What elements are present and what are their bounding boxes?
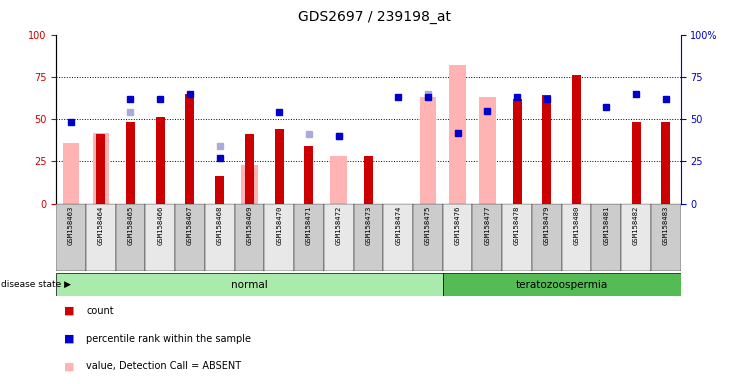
Bar: [413, 204, 443, 271]
Bar: [502, 204, 532, 271]
Bar: [186, 94, 194, 204]
Bar: [331, 156, 347, 204]
Text: percentile rank within the sample: percentile rank within the sample: [86, 334, 251, 344]
Bar: [175, 204, 205, 271]
Text: GSM158474: GSM158474: [395, 205, 401, 245]
Bar: [145, 204, 175, 271]
Bar: [450, 65, 466, 204]
Bar: [354, 204, 383, 271]
Text: GSM158482: GSM158482: [633, 205, 639, 245]
Bar: [304, 146, 313, 204]
Text: ■: ■: [64, 361, 74, 371]
Bar: [294, 204, 324, 271]
Text: GSM158468: GSM158468: [217, 205, 223, 245]
Text: GSM158475: GSM158475: [425, 205, 431, 245]
Text: GSM158483: GSM158483: [663, 205, 669, 245]
Bar: [56, 273, 443, 296]
Bar: [245, 134, 254, 204]
Text: GSM158476: GSM158476: [455, 205, 461, 245]
Bar: [443, 273, 681, 296]
Text: ■: ■: [64, 334, 74, 344]
Text: GSM158467: GSM158467: [187, 205, 193, 245]
Text: GSM158466: GSM158466: [157, 205, 163, 245]
Bar: [542, 95, 551, 204]
Text: value, Detection Call = ABSENT: value, Detection Call = ABSENT: [86, 361, 241, 371]
Text: teratozoospermia: teratozoospermia: [515, 280, 608, 290]
Bar: [156, 118, 165, 204]
Text: GSM158469: GSM158469: [246, 205, 252, 245]
Bar: [631, 122, 640, 204]
Bar: [126, 122, 135, 204]
Bar: [443, 204, 473, 271]
Bar: [512, 99, 521, 204]
Bar: [56, 204, 86, 271]
Bar: [96, 134, 105, 204]
Text: GSM158464: GSM158464: [98, 205, 104, 245]
Bar: [383, 204, 413, 271]
Bar: [562, 204, 592, 271]
Bar: [235, 204, 264, 271]
Bar: [205, 204, 235, 271]
Text: disease state ▶: disease state ▶: [1, 280, 71, 289]
Bar: [215, 177, 224, 204]
Text: GSM158478: GSM158478: [514, 205, 520, 245]
Text: count: count: [86, 306, 114, 316]
Text: GSM158481: GSM158481: [604, 205, 610, 245]
Text: GSM158465: GSM158465: [127, 205, 133, 245]
Bar: [532, 204, 562, 271]
Text: GSM158471: GSM158471: [306, 205, 312, 245]
Bar: [324, 204, 354, 271]
Bar: [264, 204, 294, 271]
Bar: [592, 204, 621, 271]
Text: GSM158480: GSM158480: [574, 205, 580, 245]
Bar: [651, 204, 681, 271]
Text: ■: ■: [64, 306, 74, 316]
Bar: [86, 204, 116, 271]
Bar: [621, 204, 651, 271]
Text: GSM158470: GSM158470: [276, 205, 282, 245]
Bar: [420, 97, 436, 204]
Bar: [63, 143, 79, 204]
Bar: [116, 204, 145, 271]
Text: GSM158473: GSM158473: [365, 205, 372, 245]
Text: GSM158479: GSM158479: [544, 205, 550, 245]
Bar: [572, 75, 581, 204]
Text: normal: normal: [231, 280, 268, 290]
Bar: [364, 156, 373, 204]
Bar: [93, 132, 109, 204]
Bar: [479, 97, 495, 204]
Text: GSM158477: GSM158477: [485, 205, 491, 245]
Text: GDS2697 / 239198_at: GDS2697 / 239198_at: [298, 10, 450, 23]
Bar: [473, 204, 502, 271]
Bar: [242, 165, 257, 204]
Bar: [661, 122, 670, 204]
Bar: [275, 129, 283, 204]
Text: GSM158463: GSM158463: [68, 205, 74, 245]
Text: GSM158472: GSM158472: [336, 205, 342, 245]
